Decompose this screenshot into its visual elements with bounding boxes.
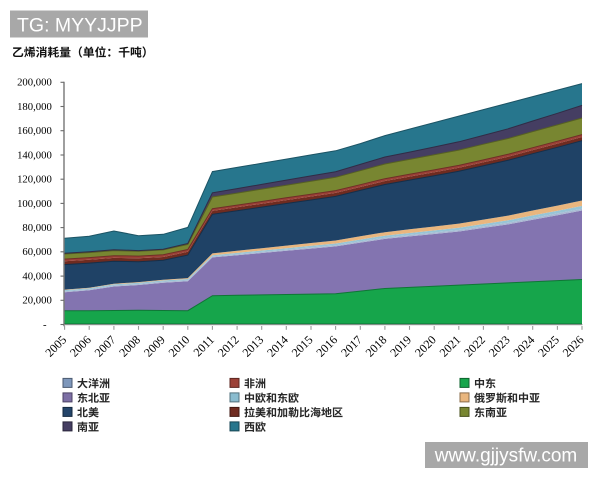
svg-text:40,000: 40,000	[22, 271, 51, 283]
svg-text:160,000: 160,000	[17, 125, 52, 137]
svg-text:80,000: 80,000	[22, 222, 51, 234]
svg-text:www.gjjysfw.com: www.gjjysfw.com	[434, 446, 578, 467]
svg-text:120,000: 120,000	[17, 174, 52, 186]
svg-text:200,000: 200,000	[17, 77, 52, 89]
svg-text:60,000: 60,000	[22, 246, 51, 258]
svg-text:100,000: 100,000	[17, 198, 52, 210]
svg-text:TG: MYYJJPP: TG: MYYJJPP	[17, 15, 143, 37]
svg-text:20,000: 20,000	[22, 295, 51, 307]
svg-text:140,000: 140,000	[17, 149, 52, 161]
svg-text:-: -	[43, 319, 47, 331]
svg-text:180,000: 180,000	[17, 101, 52, 113]
